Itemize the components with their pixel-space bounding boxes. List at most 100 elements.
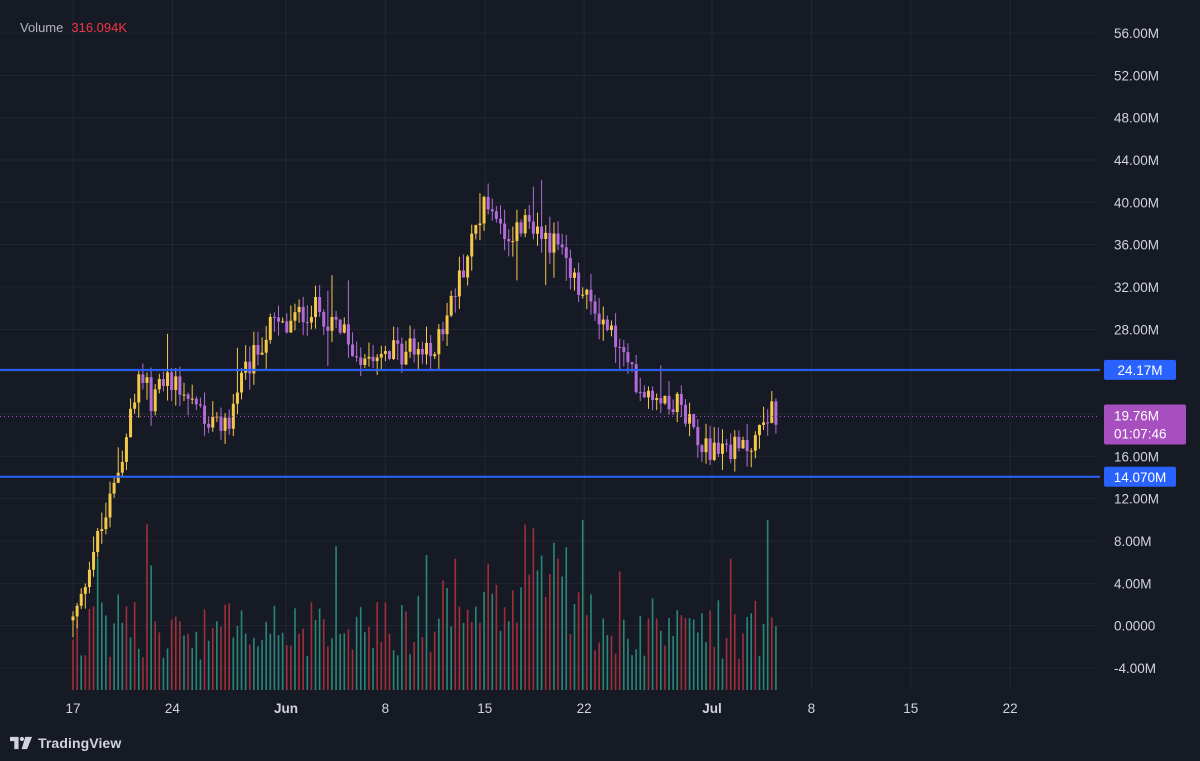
candle-body [762,422,766,425]
time-tick-label: 22 [1003,701,1018,716]
volume-bar [664,645,666,690]
volume-bar [372,648,374,690]
volume-bar [310,602,313,690]
candle-body [449,295,453,316]
tradingview-brand[interactable]: TradingView [10,735,121,751]
hline-price-tag [1104,359,1176,380]
candle-body [498,218,502,224]
volume-bar [240,610,243,690]
candle-body [745,440,749,452]
volume-bar [733,614,736,690]
candle-body [729,444,733,459]
volume-bar [355,616,358,690]
horizontal-lines[interactable] [0,368,1100,478]
hline-price-label: 14.070M [1114,470,1167,485]
volume-bar [113,623,115,690]
candle-body [211,416,215,428]
candle-body [170,372,174,391]
volume-bar [248,644,251,690]
volume-bar [133,602,136,690]
candle-body [268,316,272,340]
volume-bar [507,621,510,690]
volume-bar [396,655,399,690]
volume-bar [376,602,378,690]
volume-bar [162,657,165,690]
candle-body [235,392,239,404]
candle-body [400,343,404,365]
volume-bar [672,636,674,690]
price-tick-label: 52.00M [1114,68,1159,83]
candle-body [429,342,433,357]
volume-bar [211,628,214,690]
candle-body [141,374,145,383]
volume-bar [129,637,132,690]
candle-body [679,393,683,405]
candle-body [425,342,429,355]
candle-body [712,442,716,460]
price-axis[interactable]: 56.00M 52.00M 48.00M 44.00M 40.00M 36.00M 32.0… [1114,26,1159,676]
volume-bar [281,632,284,690]
candle-body [757,424,761,436]
volume-bar [244,633,247,690]
candle-body [367,356,371,359]
volume-bar [610,635,613,690]
volume-bar [553,542,555,690]
price-tick-label: 44.00M [1114,153,1159,168]
candle-body [560,244,564,248]
candle-body [145,377,149,383]
volume-bar [269,633,272,690]
volume-bar [561,576,563,690]
volume-bar [84,655,87,690]
candle-body [507,239,511,242]
candle-body [338,319,342,333]
candle-body [433,354,437,357]
candle-body [260,352,264,355]
volume-bar [257,646,259,690]
volume-bar [524,524,526,690]
candle-body [642,392,646,398]
volume-bar [602,618,605,690]
volume-bar [125,606,128,690]
candle-body [96,530,100,553]
candle-body [100,529,104,531]
candle-body [342,324,346,333]
candle-body [240,372,244,393]
volume-bar [458,606,461,690]
candle-body [289,320,293,333]
time-axis[interactable]: 17 24 Jun 8 15 22 Jul 8 15 22 [65,701,1017,716]
volume-bar [713,646,716,690]
volume-bar [450,626,452,690]
volume-bar [557,558,559,690]
volume-bar [232,637,235,690]
volume-bar [594,650,596,690]
volume-bar [614,653,617,690]
volume-bar [187,633,189,690]
candle-body [688,414,692,424]
candlesticks [71,180,778,638]
candle-body [535,226,539,234]
candle-body [79,593,83,606]
volume-bar [442,580,444,690]
candle-body [277,317,281,322]
candle-body [420,348,424,355]
candle-body [190,398,194,400]
volume-bar [573,603,576,690]
volume-bar [154,621,157,690]
volume-bar [174,616,177,690]
volume-legend[interactable]: Volume 316.094K [20,20,127,35]
time-tick-label: 15 [903,701,918,716]
volume-bar [750,613,753,690]
volume-bar [327,646,329,690]
candle-body [198,404,202,406]
candle-body [133,402,137,409]
candle-body [577,272,581,296]
volume-bar [754,600,757,690]
volume-bar [746,616,748,690]
volume-bar [660,630,662,690]
volume-bar [709,610,711,690]
candle-body [174,376,178,391]
volume-bar [446,587,448,690]
